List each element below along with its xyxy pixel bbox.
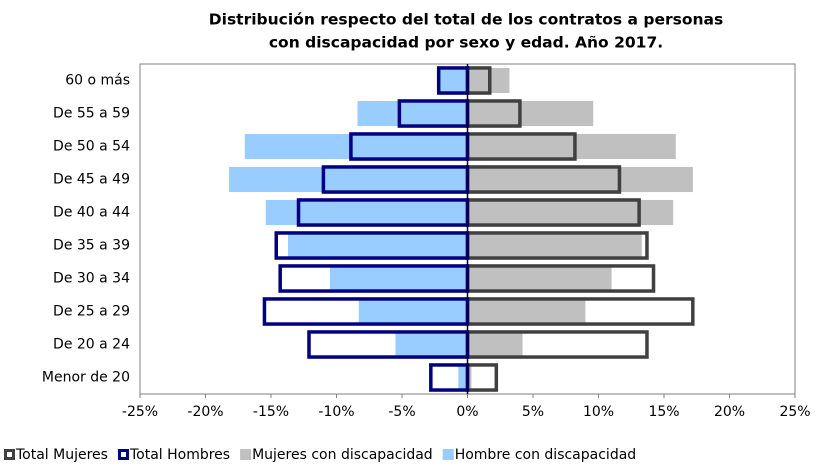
y-tick-label: De 55 a 59 bbox=[53, 106, 130, 122]
x-tick-label: -15% bbox=[253, 404, 289, 420]
bar bbox=[467, 199, 674, 226]
y-tick-label: De 45 a 49 bbox=[53, 172, 130, 188]
y-tick-label: 60 o más bbox=[65, 73, 130, 89]
x-tick-label: -20% bbox=[187, 404, 223, 420]
legend-label: Total Mujeres bbox=[15, 447, 108, 463]
legend-swatch bbox=[117, 449, 129, 460]
x-tick-label: 15% bbox=[648, 404, 679, 420]
legend-swatch bbox=[4, 449, 15, 460]
legend-label: Hombre con discapacidad bbox=[455, 447, 636, 463]
bar bbox=[467, 364, 472, 391]
legend-swatch bbox=[442, 449, 454, 460]
y-tick-label: De 30 a 34 bbox=[53, 271, 130, 287]
bar bbox=[467, 298, 586, 325]
y-tick-label: De 35 a 39 bbox=[53, 238, 130, 254]
bar bbox=[467, 265, 612, 292]
bar bbox=[244, 133, 468, 160]
bar bbox=[467, 232, 642, 259]
y-tick-label: De 20 a 24 bbox=[53, 337, 130, 353]
x-tick-label: 0% bbox=[456, 404, 478, 420]
bar bbox=[395, 331, 468, 358]
x-tick-label: -10% bbox=[318, 404, 354, 420]
chart-title: con discapacidad por sexo y edad. Año 20… bbox=[269, 34, 663, 52]
bar bbox=[467, 100, 594, 127]
x-tick-label: 25% bbox=[779, 404, 810, 420]
bar bbox=[329, 265, 468, 292]
bar bbox=[288, 232, 468, 259]
x-tick-label: -25% bbox=[122, 404, 158, 420]
x-tick-label: -5% bbox=[388, 404, 415, 420]
bar bbox=[358, 298, 468, 325]
legend-label: Total Hombres bbox=[129, 447, 230, 463]
legend-swatch bbox=[240, 449, 252, 460]
chart-title: Distribución respecto del total de los c… bbox=[209, 11, 723, 29]
y-tick-label: Menor de 20 bbox=[42, 370, 130, 386]
bar bbox=[467, 133, 676, 160]
bar bbox=[467, 166, 693, 193]
bar-outline bbox=[465, 363, 499, 392]
bar bbox=[229, 166, 468, 193]
y-tick-label: De 25 a 29 bbox=[53, 304, 130, 320]
x-tick-label: 10% bbox=[583, 404, 614, 420]
y-tick-label: De 40 a 44 bbox=[53, 205, 130, 221]
bar bbox=[357, 100, 468, 127]
bar bbox=[439, 67, 468, 94]
legend-label: Mujeres con discapacidad bbox=[252, 447, 433, 463]
x-tick-label: 20% bbox=[714, 404, 745, 420]
y-tick-label: De 50 a 54 bbox=[53, 139, 130, 155]
x-tick-label: 5% bbox=[522, 404, 544, 420]
bar bbox=[265, 199, 468, 226]
bar bbox=[458, 364, 468, 391]
bar bbox=[467, 331, 523, 358]
